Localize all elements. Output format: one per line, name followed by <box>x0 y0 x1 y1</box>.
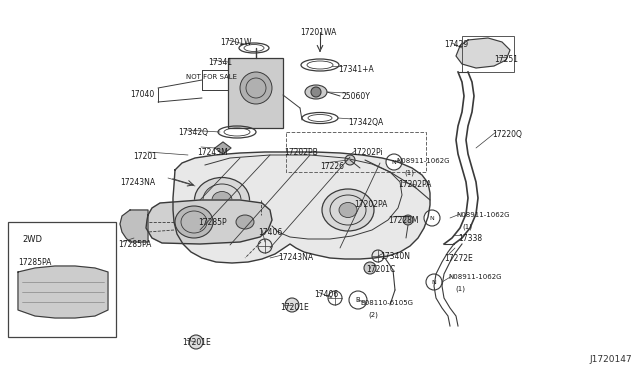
Circle shape <box>426 274 442 290</box>
Text: 17285PA: 17285PA <box>118 240 152 249</box>
Text: N: N <box>392 160 396 164</box>
Text: (1): (1) <box>455 286 465 292</box>
Text: 17338: 17338 <box>458 234 482 243</box>
Text: 17272E: 17272E <box>444 254 473 263</box>
Text: N: N <box>431 279 436 285</box>
Text: 17228M: 17228M <box>388 216 419 225</box>
Text: (1): (1) <box>462 224 472 231</box>
Text: B: B <box>356 297 360 303</box>
Polygon shape <box>215 142 231 154</box>
Bar <box>8 222 116 337</box>
Circle shape <box>285 298 299 312</box>
Polygon shape <box>120 210 148 242</box>
Text: N08911-1062G: N08911-1062G <box>396 158 449 164</box>
Text: 17341+A: 17341+A <box>338 65 374 74</box>
Text: 17243NA: 17243NA <box>120 178 155 187</box>
Text: 17202PA: 17202PA <box>354 200 387 209</box>
Text: 17040: 17040 <box>130 90 154 99</box>
Text: 17202PA: 17202PA <box>398 180 431 189</box>
Text: 17340N: 17340N <box>380 252 410 261</box>
Text: 17226: 17226 <box>320 162 344 171</box>
Text: 17243NA: 17243NA <box>278 253 313 262</box>
Text: 17201W: 17201W <box>220 38 252 47</box>
Bar <box>228 58 283 128</box>
Polygon shape <box>146 200 272 244</box>
Circle shape <box>386 154 402 170</box>
Text: 2WD: 2WD <box>22 235 42 244</box>
Text: 17201E: 17201E <box>280 303 308 312</box>
Text: 17201WA: 17201WA <box>300 28 337 37</box>
Circle shape <box>345 155 355 165</box>
Ellipse shape <box>195 177 250 222</box>
Text: 17201E: 17201E <box>182 338 211 347</box>
Circle shape <box>364 262 376 274</box>
Text: 17342Q: 17342Q <box>178 128 208 137</box>
Text: B08110-6105G: B08110-6105G <box>360 300 413 306</box>
Text: 17406: 17406 <box>314 290 339 299</box>
Text: 17341: 17341 <box>208 58 232 67</box>
Text: 17243M: 17243M <box>197 148 228 157</box>
Ellipse shape <box>339 202 357 218</box>
Polygon shape <box>18 266 108 318</box>
Text: 17201: 17201 <box>133 152 157 161</box>
Text: 17202PB: 17202PB <box>284 148 317 157</box>
Ellipse shape <box>212 192 232 208</box>
Text: 17342QA: 17342QA <box>348 118 383 127</box>
Text: 17285P: 17285P <box>198 218 227 227</box>
Ellipse shape <box>322 189 374 231</box>
Bar <box>286 132 426 172</box>
Circle shape <box>424 210 440 226</box>
Text: J1720147: J1720147 <box>589 355 632 364</box>
Circle shape <box>189 335 203 349</box>
Text: 17201C: 17201C <box>366 265 396 274</box>
Text: NOT FOR SALE: NOT FOR SALE <box>186 74 237 80</box>
Ellipse shape <box>305 85 327 99</box>
Text: (2): (2) <box>368 312 378 318</box>
Text: N08911-1062G: N08911-1062G <box>448 274 502 280</box>
Text: (1): (1) <box>404 170 414 176</box>
Ellipse shape <box>236 215 254 229</box>
Ellipse shape <box>175 206 213 238</box>
Text: N: N <box>429 215 435 221</box>
Circle shape <box>311 87 321 97</box>
Text: 17406: 17406 <box>258 228 282 237</box>
Circle shape <box>240 72 272 104</box>
Text: N08911-1062G: N08911-1062G <box>456 212 509 218</box>
Bar <box>462 36 514 72</box>
Polygon shape <box>173 152 430 263</box>
Text: 17285PA: 17285PA <box>18 258 51 267</box>
Text: 17202Pi: 17202Pi <box>352 148 383 157</box>
Polygon shape <box>456 38 510 68</box>
Circle shape <box>403 215 413 225</box>
Text: 17251: 17251 <box>494 55 518 64</box>
Text: 25060Y: 25060Y <box>342 92 371 101</box>
Text: 17429: 17429 <box>444 40 468 49</box>
Text: 17220Q: 17220Q <box>492 130 522 139</box>
